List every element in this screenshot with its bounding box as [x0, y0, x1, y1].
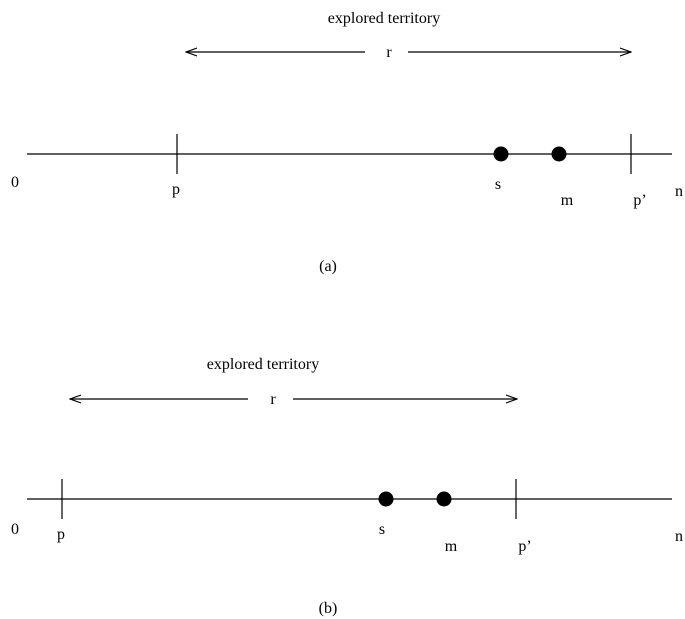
- panel-b-m-point: [436, 491, 452, 507]
- panel-a: explored territory r 0 p s m p’ n (a): [11, 10, 683, 275]
- panel-a-start-label: 0: [11, 174, 19, 191]
- panel-b-m-label: m: [445, 538, 458, 555]
- panel-a-caption: (a): [319, 258, 337, 275]
- panel-a-s-point: [493, 146, 509, 162]
- panel-b-p-label: p: [57, 526, 65, 543]
- panel-a-range-label: r: [386, 44, 392, 61]
- panel-a-m-label: m: [561, 192, 574, 209]
- panel-a-heading: explored territory: [328, 10, 440, 27]
- panel-b-s-point: [378, 491, 394, 507]
- panel-b-p-prime-label: p’: [518, 538, 531, 555]
- panel-a-p-prime-label: p’: [633, 192, 646, 209]
- panel-b-s-label: s: [379, 521, 385, 538]
- panel-a-p-label: p: [172, 181, 180, 198]
- panel-a-s-label: s: [495, 176, 501, 193]
- panel-a-end-label: n: [675, 183, 683, 200]
- panel-b-caption: (b): [319, 600, 338, 617]
- panel-a-m-point: [551, 146, 567, 162]
- panel-b: explored territory r 0 p s m p’ n (b): [11, 356, 683, 617]
- panel-b-end-label: n: [675, 528, 683, 545]
- panel-b-start-label: 0: [11, 521, 19, 538]
- panel-b-heading: explored territory: [207, 356, 319, 373]
- panel-b-range-label: r: [270, 391, 276, 408]
